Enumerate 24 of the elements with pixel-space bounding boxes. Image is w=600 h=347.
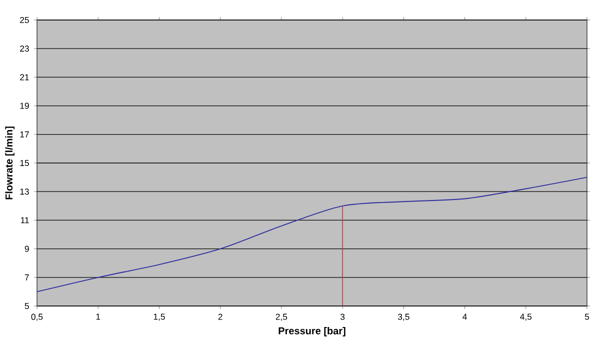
y-tick-label: 17: [20, 131, 29, 138]
y-tick-label: 19: [20, 102, 29, 109]
line-series: [37, 176, 587, 292]
y-tick-label: 9: [24, 246, 29, 252]
x-axis-title: Pressure [bar]: [278, 327, 346, 336]
x-tick-label: 1,5: [154, 314, 165, 321]
y-tick-label: 21: [20, 74, 29, 80]
x-tick-label: 1: [96, 314, 100, 320]
y-tick-label: 25: [20, 16, 29, 24]
y-tick-label: 23: [20, 46, 29, 52]
y-tick-label: 5: [24, 302, 29, 310]
x-tick-label: 0,5: [31, 314, 43, 321]
x-tick-label: 5: [584, 314, 590, 320]
x-tick-label: 4,5: [520, 314, 532, 321]
y-tick-label: 13: [20, 188, 29, 195]
x-tick-label: 3: [340, 314, 345, 320]
x-tick-label: 2,5: [276, 314, 288, 321]
x-tick-label: 2: [218, 314, 222, 320]
y-axis-title: Flowrate [l/min]: [5, 126, 14, 200]
x-tick-label: 4: [462, 314, 467, 320]
x-tick-label: 3,5: [398, 314, 410, 321]
y-tick-label: 15: [20, 160, 29, 166]
y-tick-label: 11: [20, 217, 29, 224]
y-tick-label: 7: [24, 274, 29, 280]
